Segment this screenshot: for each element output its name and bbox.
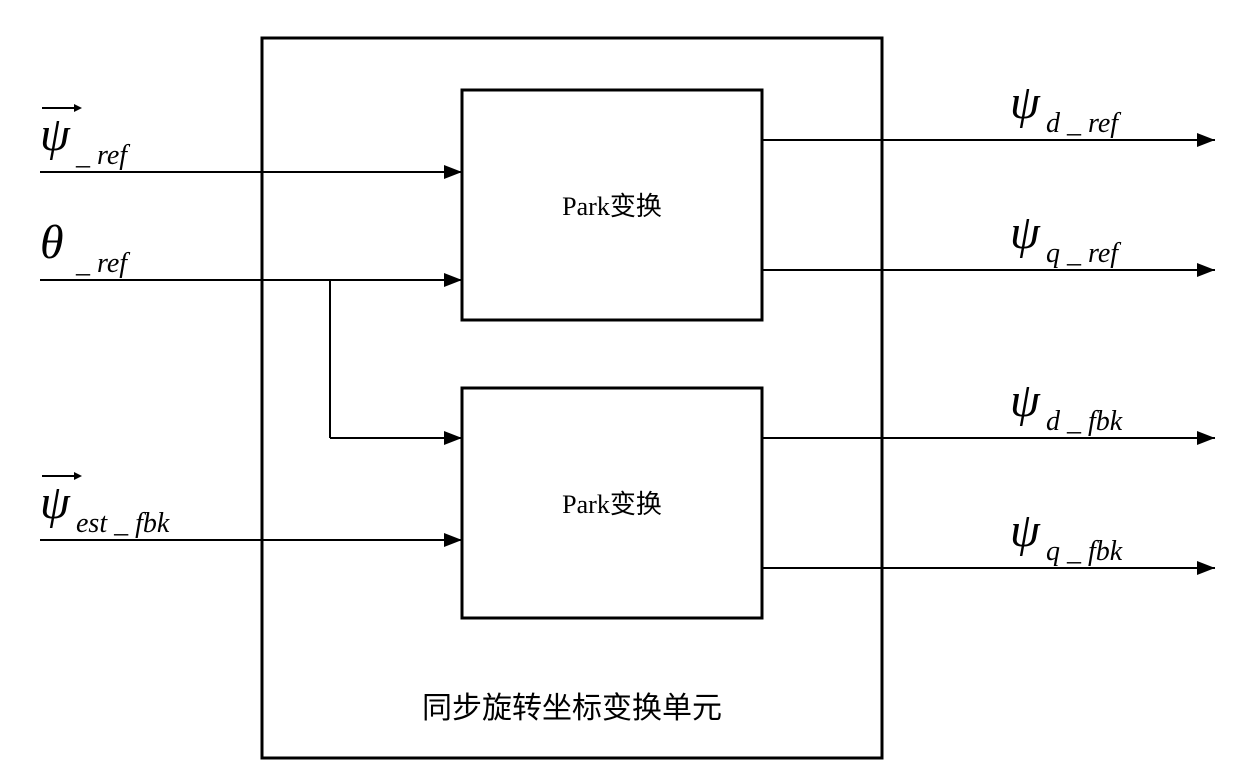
signal-label: θ _ ref (40, 216, 130, 279)
unit-label: 同步旋转坐标变换单元 (422, 692, 722, 725)
svg-text:ψ: ψ (1010, 76, 1041, 129)
signal-label: ψq _ fbk (1010, 504, 1123, 567)
svg-text:est _ fbk: est _ fbk (76, 508, 170, 539)
svg-text:ψ: ψ (40, 476, 71, 529)
svg-text:ψ: ψ (1010, 206, 1041, 259)
svg-text:d _ fbk: d _ fbk (1046, 406, 1123, 437)
signal-label: ψest _ fbk (40, 472, 170, 539)
svg-text:ψ: ψ (40, 108, 71, 161)
svg-text:ψ: ψ (1010, 504, 1041, 557)
park-box-label: Park变换 (562, 192, 662, 221)
park-box-label: Park变换 (562, 490, 662, 519)
signal-label: ψ_ ref (40, 104, 130, 171)
diagram-canvas: Park变换Park变换同步旋转坐标变换单元ψ_ refθ_ refψest _… (0, 0, 1240, 767)
svg-text:q _ ref: q _ ref (1046, 238, 1121, 269)
svg-text:d _ ref: d _ ref (1046, 108, 1121, 139)
svg-text:ψ: ψ (1010, 374, 1041, 427)
svg-text:q _ fbk: q _ fbk (1046, 536, 1123, 567)
signal-label: ψq _ ref (1010, 206, 1121, 269)
svg-text:_ ref: _ ref (75, 248, 130, 279)
svg-text:θ: θ (40, 216, 64, 269)
signal-label: ψd _ ref (1010, 76, 1121, 139)
svg-text:_ ref: _ ref (75, 140, 130, 171)
signal-label: ψd _ fbk (1010, 374, 1123, 437)
